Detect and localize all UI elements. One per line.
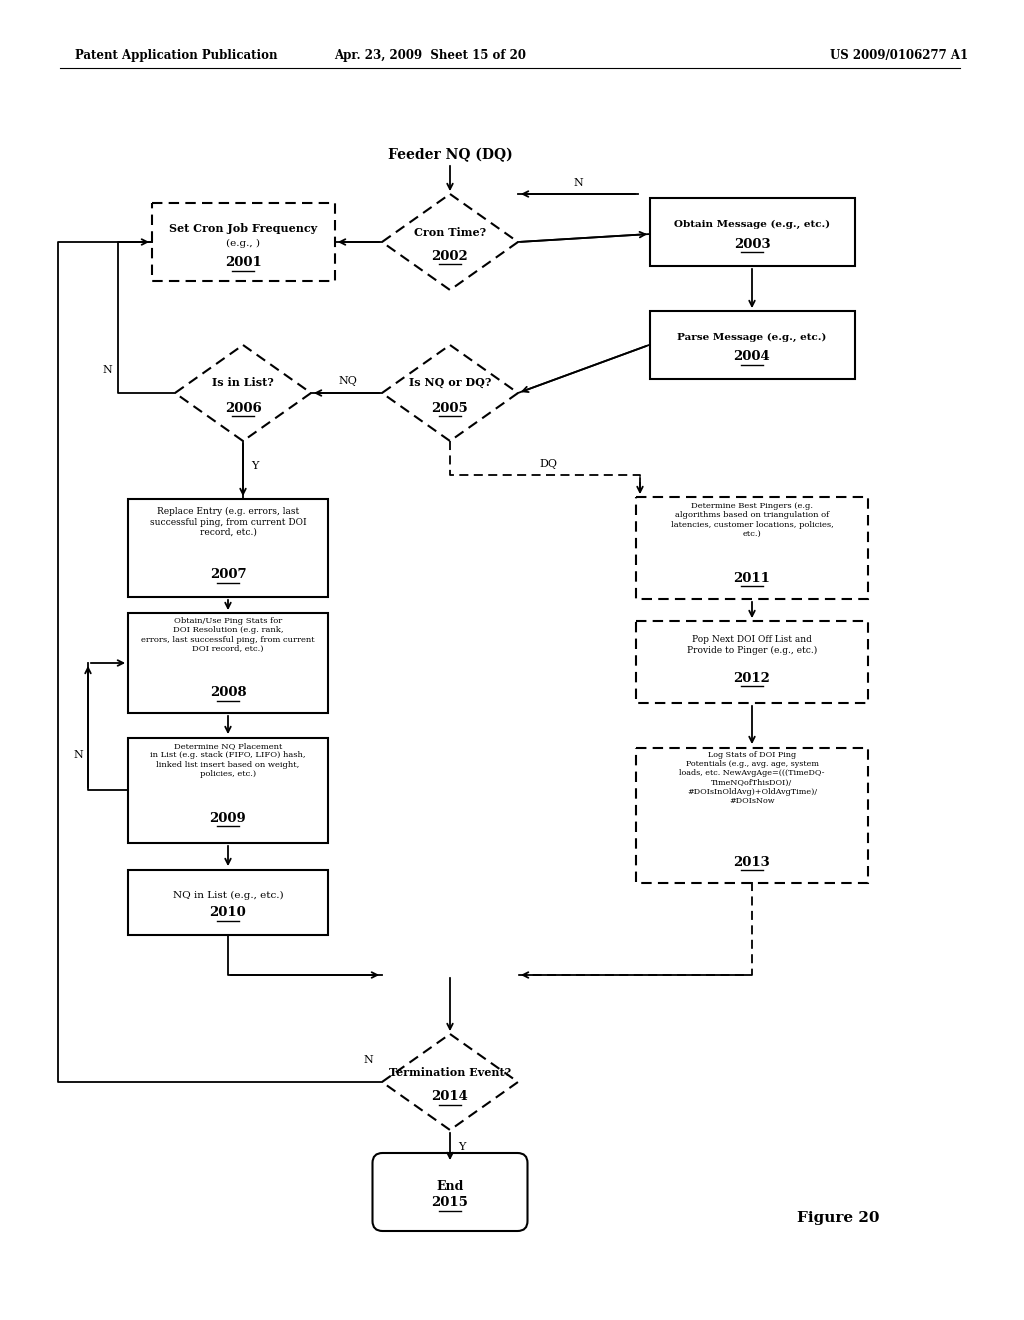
Text: 2011: 2011 [733,572,770,585]
Text: Pop Next DOI Off List and
Provide to Pinger (e.g., etc.): Pop Next DOI Off List and Provide to Pin… [687,635,817,655]
Text: (e.g., ): (e.g., ) [226,239,260,248]
Text: 2009: 2009 [210,812,247,825]
Text: 2014: 2014 [431,1090,468,1104]
Text: 2005: 2005 [432,401,468,414]
Text: 2006: 2006 [224,401,261,414]
Bar [636,620,868,704]
Text: Obtain/Use Ping Stats for
DOI Resolution (e.g. rank,
errors, last successful pin: Obtain/Use Ping Stats for DOI Resolution… [141,618,314,653]
FancyBboxPatch shape [373,1152,527,1232]
Text: Cron Time?: Cron Time? [414,227,486,238]
Polygon shape [382,1034,518,1130]
Text: Determine NQ Placement
in List (e.g. stack (FIFO, LIFO) hash,
linked list insert: Determine NQ Placement in List (e.g. sta… [151,742,306,777]
Polygon shape [382,194,518,290]
Text: Replace Entry (e.g. errors, last
successful ping, from current DOI
record, etc.): Replace Entry (e.g. errors, last success… [150,507,306,537]
Text: N: N [73,750,83,760]
Text: Feeder NQ (DQ): Feeder NQ (DQ) [388,148,512,162]
Text: N: N [364,1055,373,1065]
Bar [128,738,328,842]
Bar [636,747,868,883]
Text: 2015: 2015 [431,1196,468,1209]
Bar [128,870,328,935]
Bar [128,612,328,713]
Bar [649,312,854,379]
Text: Log Stats of DOI Ping
Potentials (e.g., avg. age, system
loads, etc. NewAvgAge=(: Log Stats of DOI Ping Potentials (e.g., … [679,751,824,805]
Polygon shape [382,345,518,441]
Bar [152,203,335,281]
Text: Set Cron Job Frequency: Set Cron Job Frequency [169,223,317,234]
Text: End: End [436,1180,464,1192]
Text: 2003: 2003 [733,238,770,251]
Bar [636,498,868,599]
Bar [649,198,854,267]
Text: Is NQ or DQ?: Is NQ or DQ? [409,378,492,388]
Text: N: N [102,366,112,375]
Text: N: N [573,178,583,187]
Text: Apr. 23, 2009  Sheet 15 of 20: Apr. 23, 2009 Sheet 15 of 20 [334,49,526,62]
Text: 2002: 2002 [432,249,468,263]
Text: 2010: 2010 [210,907,247,920]
Text: Patent Application Publication: Patent Application Publication [75,49,278,62]
Text: Is in List?: Is in List? [212,378,273,388]
Text: NQ in List (e.g., etc.): NQ in List (e.g., etc.) [173,891,284,899]
Text: 2012: 2012 [733,672,770,685]
Text: Termination Event?: Termination Event? [389,1067,511,1077]
Text: 2001: 2001 [224,256,261,269]
Text: 2007: 2007 [210,569,247,582]
Polygon shape [175,345,311,441]
Text: 2004: 2004 [733,351,770,363]
Text: Obtain Message (e.g., etc.): Obtain Message (e.g., etc.) [674,219,830,228]
Text: NQ: NQ [339,376,357,385]
Text: 2013: 2013 [733,855,770,869]
Text: 2008: 2008 [210,686,247,700]
Text: DQ: DQ [539,459,557,469]
Text: Y: Y [459,1142,466,1152]
Text: Determine Best Pingers (e.g.
algorithms based on triangulation of
latencies, cus: Determine Best Pingers (e.g. algorithms … [671,502,834,537]
Text: Y: Y [251,461,259,471]
Text: Figure 20: Figure 20 [797,1210,880,1225]
Bar [128,499,328,597]
Text: Parse Message (e.g., etc.): Parse Message (e.g., etc.) [677,333,826,342]
Text: US 2009/0106277 A1: US 2009/0106277 A1 [830,49,968,62]
